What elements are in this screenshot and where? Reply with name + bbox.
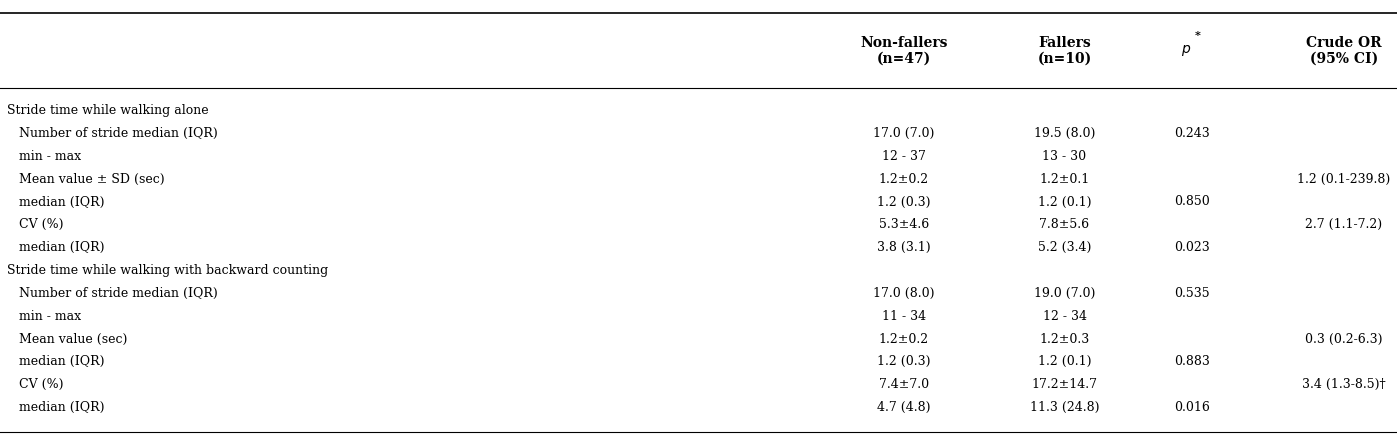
Text: 13 - 30: 13 - 30: [1042, 150, 1087, 163]
Text: 0.023: 0.023: [1173, 241, 1210, 254]
Text: Mean value (sec): Mean value (sec): [7, 333, 127, 345]
Text: 19.0 (7.0): 19.0 (7.0): [1034, 287, 1095, 300]
Text: 1.2±0.2: 1.2±0.2: [879, 173, 929, 186]
Text: 1.2±0.1: 1.2±0.1: [1039, 173, 1090, 186]
Text: 0.3 (0.2-6.3): 0.3 (0.2-6.3): [1305, 333, 1383, 345]
Text: min - max: min - max: [7, 310, 81, 323]
Text: 12 - 34: 12 - 34: [1042, 310, 1087, 323]
Text: 0.883: 0.883: [1173, 355, 1210, 368]
Text: median (IQR): median (IQR): [7, 355, 105, 368]
Text: 7.4±7.0: 7.4±7.0: [879, 378, 929, 391]
Text: 2.7 (1.1-7.2): 2.7 (1.1-7.2): [1305, 218, 1383, 232]
Text: 11.3 (24.8): 11.3 (24.8): [1030, 401, 1099, 414]
Text: *: *: [1194, 30, 1200, 41]
Text: 1.2 (0.3): 1.2 (0.3): [877, 355, 930, 368]
Text: 17.2±14.7: 17.2±14.7: [1031, 378, 1098, 391]
Text: median (IQR): median (IQR): [7, 195, 105, 209]
Text: 1.2 (0.1): 1.2 (0.1): [1038, 355, 1091, 368]
Text: 17.0 (7.0): 17.0 (7.0): [873, 127, 935, 140]
Text: median (IQR): median (IQR): [7, 401, 105, 414]
Text: 19.5 (8.0): 19.5 (8.0): [1034, 127, 1095, 140]
Text: 1.2 (0.1-239.8): 1.2 (0.1-239.8): [1298, 173, 1390, 186]
Text: $p$: $p$: [1182, 43, 1192, 58]
Text: 7.8±5.6: 7.8±5.6: [1039, 218, 1090, 232]
Text: Number of stride median (IQR): Number of stride median (IQR): [7, 287, 218, 300]
Text: 12 - 37: 12 - 37: [882, 150, 926, 163]
Text: 0.243: 0.243: [1173, 127, 1210, 140]
Text: median (IQR): median (IQR): [7, 241, 105, 254]
Text: Mean value ± SD (sec): Mean value ± SD (sec): [7, 173, 165, 186]
Text: CV (%): CV (%): [7, 218, 63, 232]
Text: Stride time while walking alone: Stride time while walking alone: [7, 104, 208, 117]
Text: Crude OR
(95% CI): Crude OR (95% CI): [1306, 36, 1382, 66]
Text: Non-fallers
(n=47): Non-fallers (n=47): [861, 36, 947, 66]
Text: CV (%): CV (%): [7, 378, 63, 391]
Text: 5.2 (3.4): 5.2 (3.4): [1038, 241, 1091, 254]
Text: min - max: min - max: [7, 150, 81, 163]
Text: 4.7 (4.8): 4.7 (4.8): [877, 401, 930, 414]
Text: 11 - 34: 11 - 34: [882, 310, 926, 323]
Text: 1.2 (0.3): 1.2 (0.3): [877, 195, 930, 209]
Text: 0.850: 0.850: [1173, 195, 1210, 209]
Text: 1.2 (0.1): 1.2 (0.1): [1038, 195, 1091, 209]
Text: Number of stride median (IQR): Number of stride median (IQR): [7, 127, 218, 140]
Text: 1.2±0.2: 1.2±0.2: [879, 333, 929, 345]
Text: Stride time while walking with backward counting: Stride time while walking with backward …: [7, 264, 328, 277]
Text: 17.0 (8.0): 17.0 (8.0): [873, 287, 935, 300]
Text: 5.3±4.6: 5.3±4.6: [879, 218, 929, 232]
Text: 0.016: 0.016: [1173, 401, 1210, 414]
Text: 3.4 (1.3-8.5)†: 3.4 (1.3-8.5)†: [1302, 378, 1386, 391]
Text: 1.2±0.3: 1.2±0.3: [1039, 333, 1090, 345]
Text: 3.8 (3.1): 3.8 (3.1): [877, 241, 930, 254]
Text: 0.535: 0.535: [1173, 287, 1210, 300]
Text: Fallers
(n=10): Fallers (n=10): [1038, 36, 1091, 66]
